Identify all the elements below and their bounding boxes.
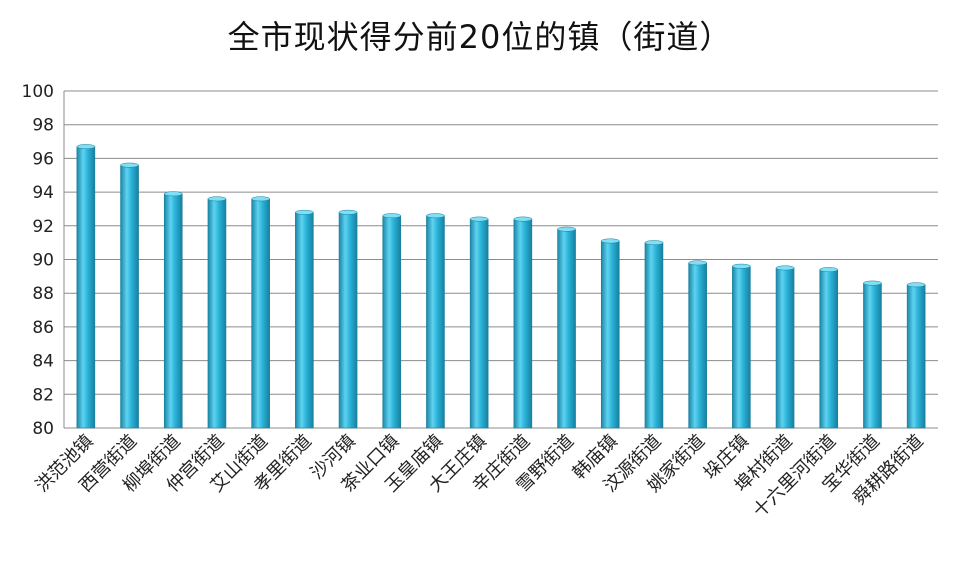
bar-cap (513, 216, 533, 222)
y-tick-label: 94 (32, 183, 54, 203)
bar-cap (164, 191, 183, 197)
bar-cap (426, 213, 445, 219)
bar-cap (207, 196, 227, 202)
y-tick-label: 90 (32, 251, 54, 271)
bar (688, 262, 707, 429)
bar-cap (469, 216, 489, 222)
bar-cap (601, 238, 620, 244)
y-tick-label: 82 (32, 385, 54, 405)
bar (426, 215, 445, 429)
bar (819, 269, 839, 429)
bar (76, 146, 96, 429)
bar-cap (251, 196, 270, 202)
bar-cap (295, 209, 314, 215)
bar (863, 282, 882, 429)
bar-cap (688, 260, 707, 266)
y-tick-label: 80 (32, 419, 54, 439)
y-tick-label: 92 (32, 217, 54, 237)
bar-cap (863, 280, 882, 286)
bar (338, 212, 358, 429)
bar-cap (76, 144, 96, 150)
bar (775, 267, 795, 429)
bar (382, 215, 402, 429)
bar-cap (732, 263, 751, 269)
bar (906, 284, 926, 429)
y-tick-label: 96 (32, 149, 54, 169)
bar-cap (819, 267, 838, 273)
bars (76, 144, 926, 429)
bar (120, 164, 139, 429)
bar (295, 212, 314, 429)
bar (732, 265, 751, 429)
y-tick-label: 86 (32, 318, 54, 338)
bar-cap (120, 162, 139, 168)
bar (600, 240, 620, 429)
y-tick-label: 88 (32, 284, 54, 304)
chart-title: 全市现状得分前20位的镇（街道） (227, 18, 733, 56)
bar (644, 242, 664, 429)
bar-cap (382, 213, 401, 219)
bar (469, 218, 489, 429)
bar-cap (906, 282, 926, 288)
bar (557, 228, 576, 429)
gridlines (64, 90, 938, 429)
bar-cap (557, 226, 576, 232)
y-tick-label: 84 (32, 352, 54, 372)
bar-cap (775, 265, 795, 271)
bar (163, 193, 183, 429)
bar (207, 198, 227, 429)
bar-cap (338, 209, 358, 215)
y-tick-label: 98 (32, 116, 54, 136)
y-tick-label: 100 (22, 82, 54, 102)
bar (513, 218, 533, 429)
bar-cap (644, 240, 664, 246)
bar (251, 198, 270, 429)
